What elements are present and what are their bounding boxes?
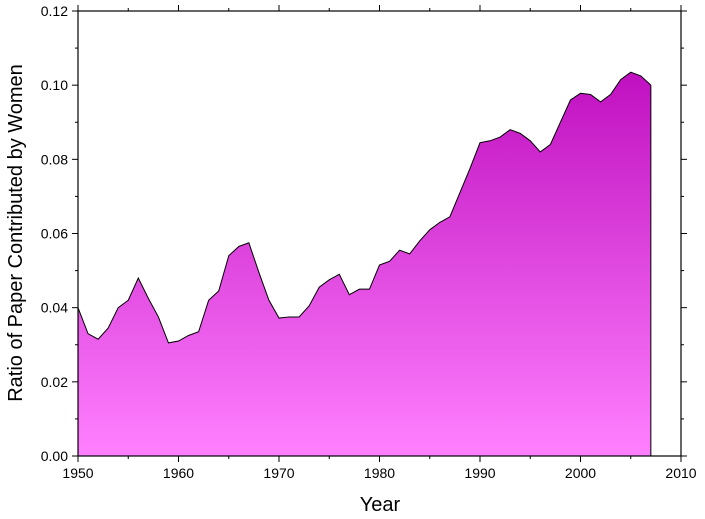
x-axis-title: Year (360, 494, 401, 516)
plot-area (77, 71, 652, 456)
area-fill (78, 72, 651, 456)
y-axis-title: Ratio of Paper Contributed by Women (5, 64, 27, 402)
y-tick-label: 0.08 (41, 151, 68, 167)
x-tick-label: 2010 (665, 465, 696, 481)
x-tick-label: 2000 (565, 465, 596, 481)
x-tick-label: 1990 (464, 465, 495, 481)
y-tick-label: 0.04 (41, 300, 68, 316)
y-tick-label: 0.02 (41, 374, 68, 390)
series-line (77, 71, 652, 344)
x-tick-label: 1980 (364, 465, 395, 481)
tick-labels: 1950 1960 1970 1980 1990 2000 2010 0.00 0.02 0.04… (41, 3, 697, 481)
y-tick-label: 0.10 (41, 77, 68, 93)
x-tick-label: 1960 (163, 465, 194, 481)
y-tick-label: 0.00 (41, 448, 68, 464)
y-tick-label: 0.06 (41, 226, 68, 242)
axes (72, 5, 687, 462)
x-tick-label: 1970 (263, 465, 294, 481)
y-tick-label: 0.12 (41, 3, 68, 19)
x-tick-label: 1950 (62, 465, 93, 481)
